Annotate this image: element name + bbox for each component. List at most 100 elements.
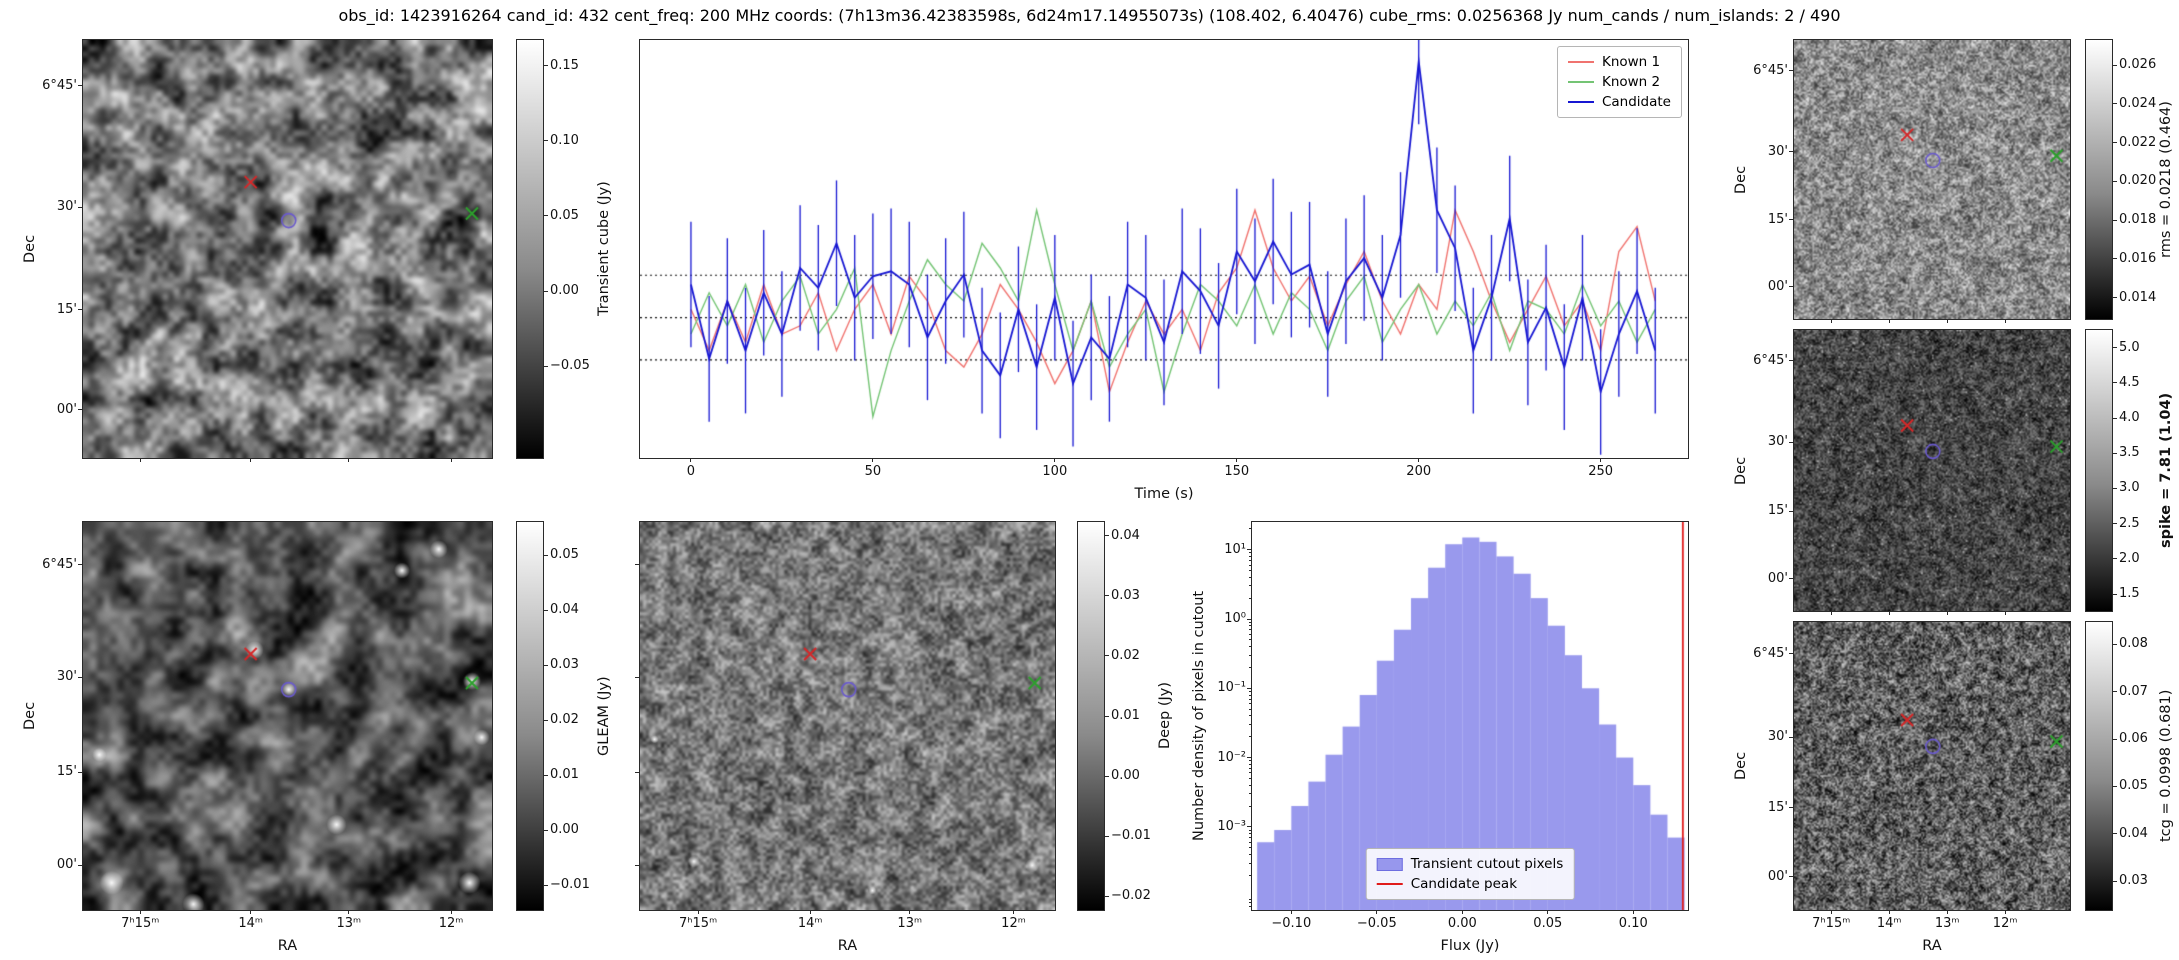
colorbar-tick-label: 0.00 bbox=[550, 283, 579, 299]
dec-tick-label: 00' bbox=[56, 857, 77, 873]
x-tick-mark bbox=[1946, 319, 1948, 323]
time-tick-label: 100 bbox=[1042, 464, 1068, 479]
y-minor-tick-mark bbox=[1249, 625, 1251, 627]
lightcurve-plot bbox=[640, 40, 1688, 458]
dec-tick-label: 6°45' bbox=[42, 77, 77, 93]
colorbar-tick-mark bbox=[544, 554, 548, 556]
deep-cutout-panel: 7ʰ15ᵐ 14ᵐ 13ᵐ 12ᵐ bbox=[635, 521, 1056, 931]
histogram-legend: Transient cutout pixels Candidate peak bbox=[1365, 848, 1575, 900]
x-tick-mark bbox=[348, 458, 350, 462]
flux-tick-label: 0.05 bbox=[1533, 916, 1563, 931]
colorbar-tick-label: 0.016 bbox=[2119, 250, 2157, 266]
colorbar-tick-label: 4.0 bbox=[2119, 410, 2140, 426]
y-minor-tick-mark bbox=[1249, 837, 1251, 839]
y-minor-tick-mark bbox=[1249, 633, 1251, 635]
ra-tick-label: 12ᵐ bbox=[438, 916, 464, 931]
colorbar-tick-mark bbox=[544, 365, 548, 367]
colorbar-tick-mark bbox=[544, 829, 548, 831]
y-minor-tick-mark bbox=[1249, 902, 1251, 904]
x-tick-mark bbox=[1461, 910, 1463, 914]
x-tick-mark bbox=[139, 910, 141, 914]
y-tick-mark bbox=[635, 676, 639, 678]
dec-tick-label: 15' bbox=[56, 764, 77, 780]
x-tick-mark bbox=[348, 910, 350, 914]
legend-label-candidate: Candidate bbox=[1601, 94, 1671, 110]
y-tick-mark bbox=[78, 864, 82, 866]
y-minor-tick-mark bbox=[1249, 898, 1251, 900]
x-tick-mark bbox=[872, 458, 874, 462]
colorbar-tick-mark bbox=[2113, 142, 2117, 144]
colorbar-tick-label: 0.04 bbox=[2119, 825, 2148, 841]
dec-axis-label-gleam: Dec bbox=[22, 701, 38, 731]
y-tick-mark bbox=[78, 85, 82, 87]
flux-tick-label: −0.10 bbox=[1271, 916, 1312, 931]
y-minor-tick-mark bbox=[1249, 853, 1251, 855]
colorbar-tick-label: 0.01 bbox=[550, 767, 579, 783]
candidate-line-swatch bbox=[1567, 101, 1594, 103]
colorbar-tick-label: −0.02 bbox=[1111, 888, 1151, 904]
dec-tick-label: 6°45' bbox=[1753, 352, 1788, 368]
histogram-x-axis-label: Flux (Jy) bbox=[1440, 938, 1500, 954]
colorbar-tick-mark bbox=[2113, 258, 2117, 260]
y-minor-tick-mark bbox=[1249, 694, 1251, 696]
colorbar-tick-mark bbox=[544, 719, 548, 721]
colorbar-tick-label: 4.5 bbox=[2119, 374, 2140, 390]
colorbar-tick-label: 0.022 bbox=[2119, 134, 2157, 150]
ra-tick-label: 12ᵐ bbox=[1992, 916, 2018, 931]
y-tick-mark bbox=[78, 564, 82, 566]
histogram-y-axis-label: Number density of pixels in cutout bbox=[1191, 590, 1207, 842]
colorbar-tick-mark bbox=[544, 140, 548, 142]
x-tick-mark bbox=[1600, 458, 1602, 462]
x-tick-mark bbox=[1632, 910, 1634, 914]
ra-tick-label: 14ᵐ bbox=[238, 916, 264, 931]
colorbar-tick-label: −0.01 bbox=[1111, 828, 1151, 844]
colorbar-tick-mark bbox=[2113, 347, 2117, 349]
dec-axis-label-rms: Dec bbox=[1733, 165, 1749, 194]
colorbar-tick-mark bbox=[2113, 219, 2117, 221]
dec-axis-label-transient: Dec bbox=[22, 234, 38, 264]
y-minor-tick-mark bbox=[1249, 654, 1251, 656]
ra-tick-label: 7ʰ15ᵐ bbox=[121, 916, 160, 931]
dec-tick-label: 30' bbox=[1767, 729, 1788, 745]
y-minor-tick-mark bbox=[1249, 621, 1251, 623]
y-minor-tick-mark bbox=[1249, 666, 1251, 668]
time-tick-label: 250 bbox=[1588, 464, 1614, 479]
x-tick-mark bbox=[1236, 458, 1238, 462]
y-minor-tick-mark bbox=[1249, 528, 1251, 530]
y-minor-tick-mark bbox=[1249, 793, 1251, 795]
y-tick-mark bbox=[635, 771, 639, 773]
colorbar-tick-label: 0.03 bbox=[550, 657, 579, 673]
known1-line-swatch bbox=[1567, 61, 1594, 63]
dec-tick-label: 00' bbox=[1767, 278, 1788, 294]
legend-label-candidate-peak: Candidate peak bbox=[1410, 876, 1518, 892]
spike-cutout-image bbox=[1794, 330, 2070, 611]
y-minor-tick-mark bbox=[1249, 829, 1251, 831]
legend-item-cutout-pixels: Transient cutout pixels bbox=[1376, 854, 1563, 874]
legend-item-candidate-peak: Candidate peak bbox=[1376, 874, 1564, 894]
density-tick-label: 10⁻² bbox=[1217, 749, 1246, 765]
colorbar-tick-label: 3.0 bbox=[2119, 480, 2140, 496]
colorbar-tick-label: 0.05 bbox=[2119, 778, 2148, 794]
density-tick-label: 10⁻¹ bbox=[1217, 680, 1246, 696]
colorbar-tick-mark bbox=[1105, 535, 1109, 537]
colorbar-tick-mark bbox=[2113, 691, 2117, 693]
y-minor-tick-mark bbox=[1249, 862, 1251, 864]
dec-tick-label: 30' bbox=[1767, 143, 1788, 159]
colorbar-tick-mark bbox=[2113, 297, 2117, 299]
colorbar-tick-label: 0.15 bbox=[550, 57, 579, 73]
legend-label-known2: Known 2 bbox=[1601, 74, 1661, 90]
y-minor-tick-mark bbox=[1249, 639, 1251, 641]
colorbar-tick-label: 1.5 bbox=[2119, 586, 2140, 602]
dec-tick-label: 30' bbox=[56, 199, 77, 215]
density-tick-label: 10¹ bbox=[1224, 541, 1246, 557]
colorbar-tick-label: 0.00 bbox=[1111, 768, 1140, 784]
x-tick-mark bbox=[1376, 910, 1378, 914]
colorbar-tick-mark bbox=[544, 215, 548, 217]
dec-tick-label: 15' bbox=[1767, 799, 1788, 815]
y-tick-mark bbox=[1789, 653, 1793, 655]
colorbar-tick-mark bbox=[544, 664, 548, 666]
flux-histogram-panel: Transient cutout pixels Candidate peak −… bbox=[1217, 521, 1689, 931]
colorbar-tick-mark bbox=[2113, 382, 2117, 384]
y-minor-tick-mark bbox=[1249, 784, 1251, 786]
flux-tick-label: −0.05 bbox=[1356, 916, 1397, 931]
